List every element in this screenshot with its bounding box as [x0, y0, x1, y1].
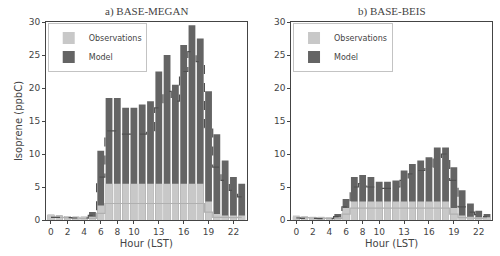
svg-text:Observations: Observations — [89, 34, 142, 43]
svg-text:0: 0 — [293, 227, 299, 237]
svg-text:Observations: Observations — [334, 34, 387, 43]
svg-text:25: 25 — [29, 50, 40, 60]
svg-text:19: 19 — [203, 227, 215, 237]
svg-text:6: 6 — [343, 227, 349, 237]
svg-text:22: 22 — [473, 227, 484, 237]
svg-text:13: 13 — [398, 227, 409, 237]
svg-text:15: 15 — [29, 116, 40, 126]
svg-text:0: 0 — [34, 215, 40, 225]
svg-text:5: 5 — [280, 182, 286, 192]
svg-text:2: 2 — [310, 227, 316, 237]
svg-text:Model: Model — [334, 53, 358, 62]
svg-text:0: 0 — [280, 215, 286, 225]
svg-text:10: 10 — [29, 149, 41, 159]
svg-text:30: 30 — [274, 17, 286, 27]
svg-text:19: 19 — [448, 227, 460, 237]
svg-text:20: 20 — [29, 83, 41, 93]
svg-text:15: 15 — [274, 116, 285, 126]
svg-text:a) BASE-MEGAN: a) BASE-MEGAN — [105, 5, 188, 18]
svg-text:16: 16 — [423, 227, 435, 237]
svg-text:25: 25 — [274, 50, 285, 60]
svg-text:5: 5 — [34, 182, 40, 192]
svg-text:Hour (LST): Hour (LST) — [365, 238, 418, 249]
svg-text:8: 8 — [114, 227, 120, 237]
svg-text:6: 6 — [98, 227, 104, 237]
svg-text:2: 2 — [65, 227, 71, 237]
svg-text:10: 10 — [373, 227, 385, 237]
svg-text:4: 4 — [81, 227, 87, 237]
svg-text:Hour (LST): Hour (LST) — [120, 238, 173, 249]
svg-text:Isoprene (ppbC): Isoprene (ppbC) — [13, 81, 24, 161]
svg-text:30: 30 — [29, 17, 41, 27]
svg-text:8: 8 — [360, 227, 366, 237]
svg-text:b) BASE-BEIS: b) BASE-BEIS — [358, 5, 426, 18]
svg-text:13: 13 — [153, 227, 164, 237]
svg-text:Model: Model — [89, 53, 113, 62]
svg-text:10: 10 — [274, 149, 286, 159]
svg-text:16: 16 — [178, 227, 190, 237]
svg-text:4: 4 — [327, 227, 333, 237]
svg-text:22: 22 — [228, 227, 239, 237]
svg-text:10: 10 — [128, 227, 140, 237]
svg-text:20: 20 — [274, 83, 286, 93]
svg-text:0: 0 — [48, 227, 54, 237]
